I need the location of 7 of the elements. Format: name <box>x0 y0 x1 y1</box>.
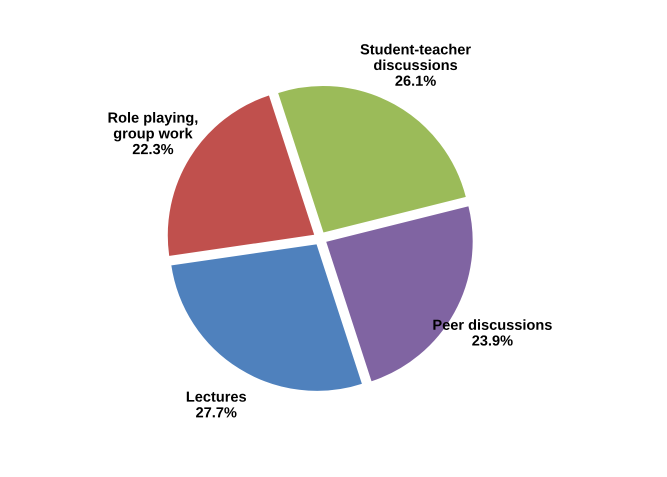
slice-label: Student-teacher discussions <box>360 44 471 70</box>
data-label: 27.7% <box>196 407 237 418</box>
data-label: 22.3% <box>132 144 174 154</box>
data-label: 23.9% <box>472 335 513 346</box>
slice-label: Role playing, group work <box>108 112 198 142</box>
slice-label: Lectures <box>186 392 246 402</box>
data-label: 26.1% <box>395 76 436 86</box>
